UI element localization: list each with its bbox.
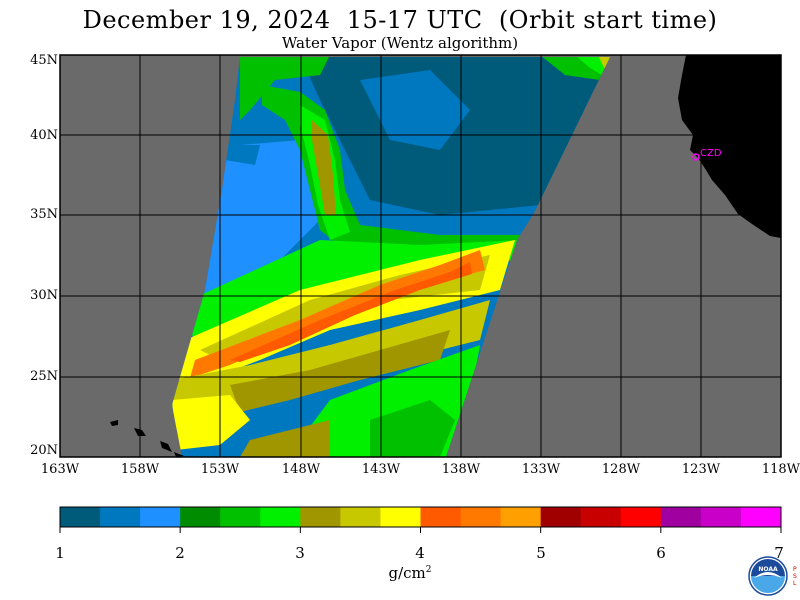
lon-label: 153W [200,462,240,477]
colorbar-swatch [100,507,141,527]
lat-lon-grid [60,55,781,457]
lat-label: 30N [30,288,58,303]
colorbar-swatch [420,507,462,527]
colorbar-swatch [220,507,261,527]
colorbar-label: 5 [536,544,546,562]
psl-letters: PSL [793,566,797,587]
lon-label: 133W [521,462,561,477]
lat-label: 40N [30,128,58,143]
lon-label: 128W [601,462,641,477]
colorbar-swatch [380,507,421,527]
colorbar-swatch [540,507,582,527]
map-subtitle: Water Vapor (Wentz algorithm) [281,34,519,52]
lon-label: 123W [681,462,721,477]
colorbar-swatch [340,507,381,527]
colorbar-label: 2 [175,544,185,562]
colorbar-ticks [59,527,782,533]
map-title: December 19, 2024 15-17 UTC (Orbit start… [82,6,718,34]
colorbar-swatch [180,507,221,527]
plot-frame [59,54,782,458]
colorbar-swatch [260,507,301,527]
station-label: CZD [700,148,722,159]
lon-label: 148W [281,462,321,477]
noaa-logo-icon: NOAA [748,556,788,596]
colorbar-swatch [740,507,782,527]
colorbar-swatch [500,507,542,527]
lon-label: 143W [361,462,401,477]
lon-label: 118W [761,462,800,477]
colorbar-label: 1 [55,544,65,562]
station-marker[interactable] [692,153,700,161]
svg-text:NOAA: NOAA [758,566,778,573]
colorbar-swatch [300,507,341,527]
lon-label: 138W [441,462,481,477]
satellite-swath [172,57,610,457]
colorbar-units: g/cm2 [388,564,432,582]
lat-label: 20N [30,443,58,458]
colorbar-label: 4 [415,544,425,562]
lat-label: 25N [30,369,58,384]
lon-label: 158W [120,462,160,477]
lat-label: 45N [30,53,58,68]
colorbar-label: 3 [295,544,305,562]
colorbar-swatch [580,507,622,527]
colorbar [60,507,782,527]
colorbar-swatch [460,507,502,527]
colorbar-label: 6 [656,544,666,562]
colorbar-swatch [620,507,662,527]
lat-label: 35N [30,207,58,222]
north-america-land [678,55,781,238]
colorbar-label: 7 [774,544,784,562]
lon-label: 163W [40,462,80,477]
colorbar-swatch [140,507,181,527]
colorbar-swatch [60,507,101,527]
colorbar-swatch [660,507,702,527]
colorbar-swatch [700,507,742,527]
